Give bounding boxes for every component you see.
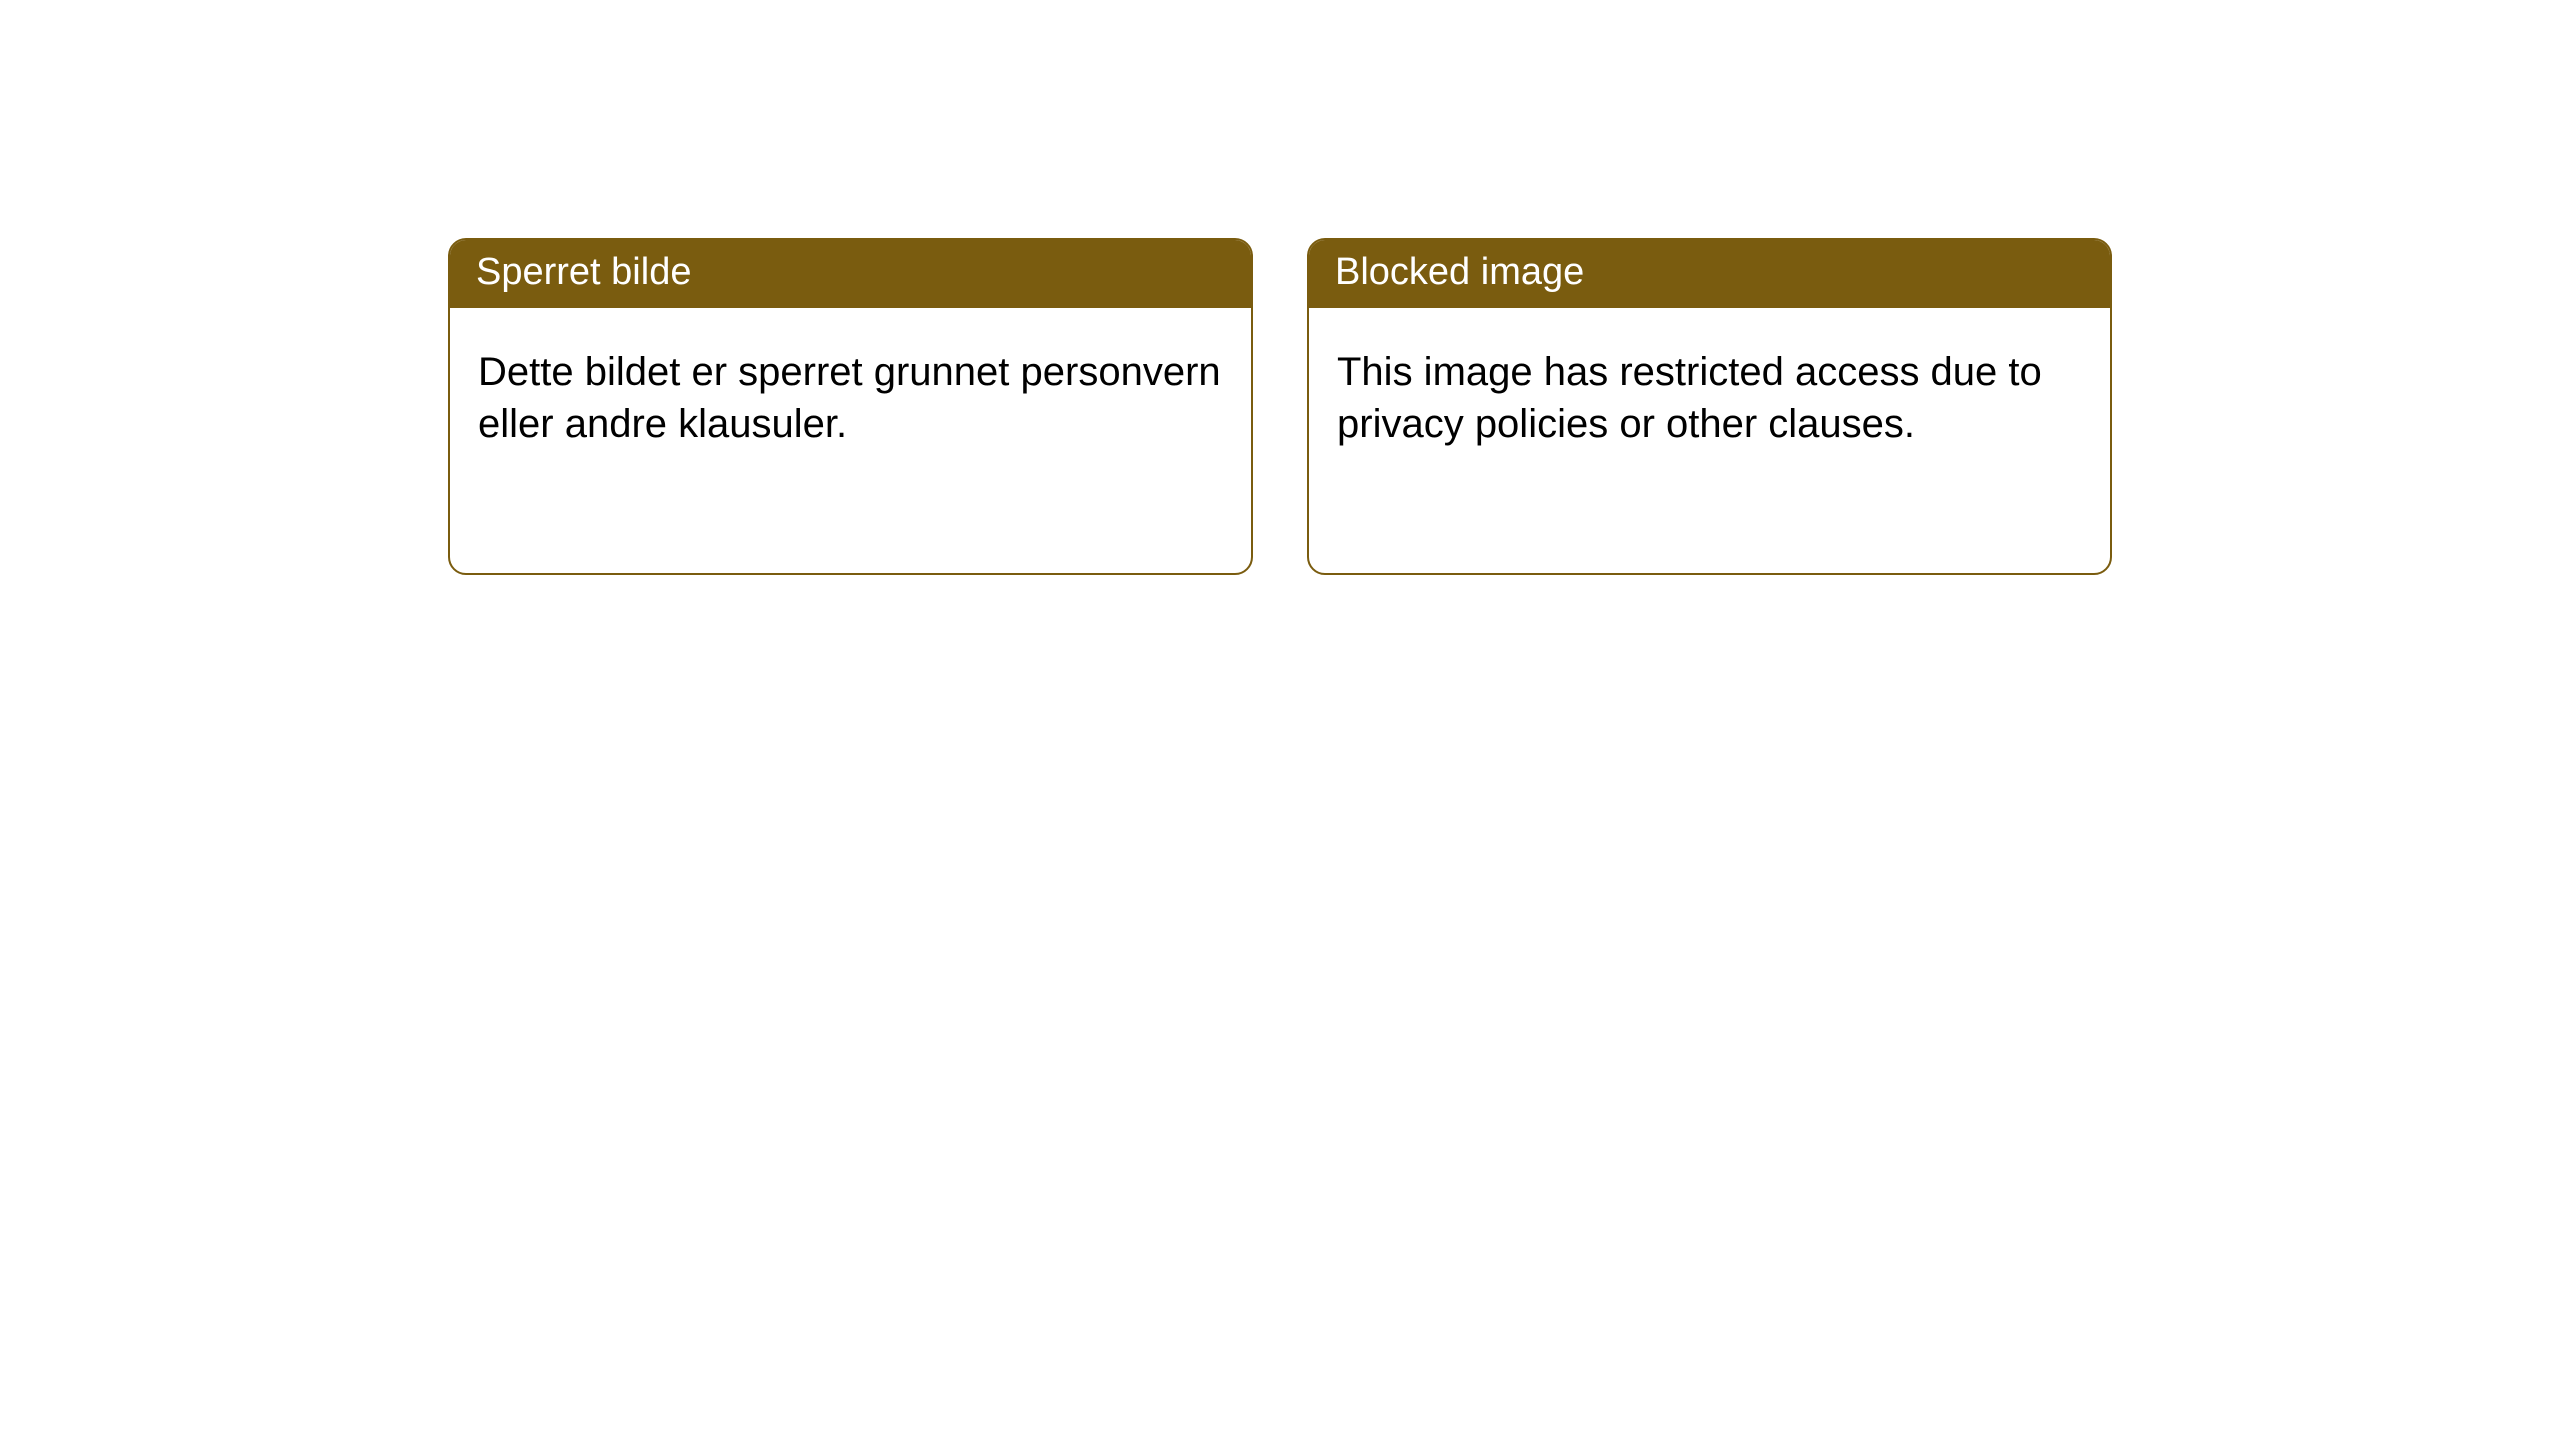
card-title: Blocked image <box>1309 240 2110 308</box>
notice-card-english: Blocked image This image has restricted … <box>1307 238 2112 575</box>
card-title: Sperret bilde <box>450 240 1251 308</box>
card-body-text: Dette bildet er sperret grunnet personve… <box>450 308 1251 488</box>
notice-card-norwegian: Sperret bilde Dette bildet er sperret gr… <box>448 238 1253 575</box>
card-body-text: This image has restricted access due to … <box>1309 308 2110 488</box>
notice-container: Sperret bilde Dette bildet er sperret gr… <box>0 0 2560 575</box>
